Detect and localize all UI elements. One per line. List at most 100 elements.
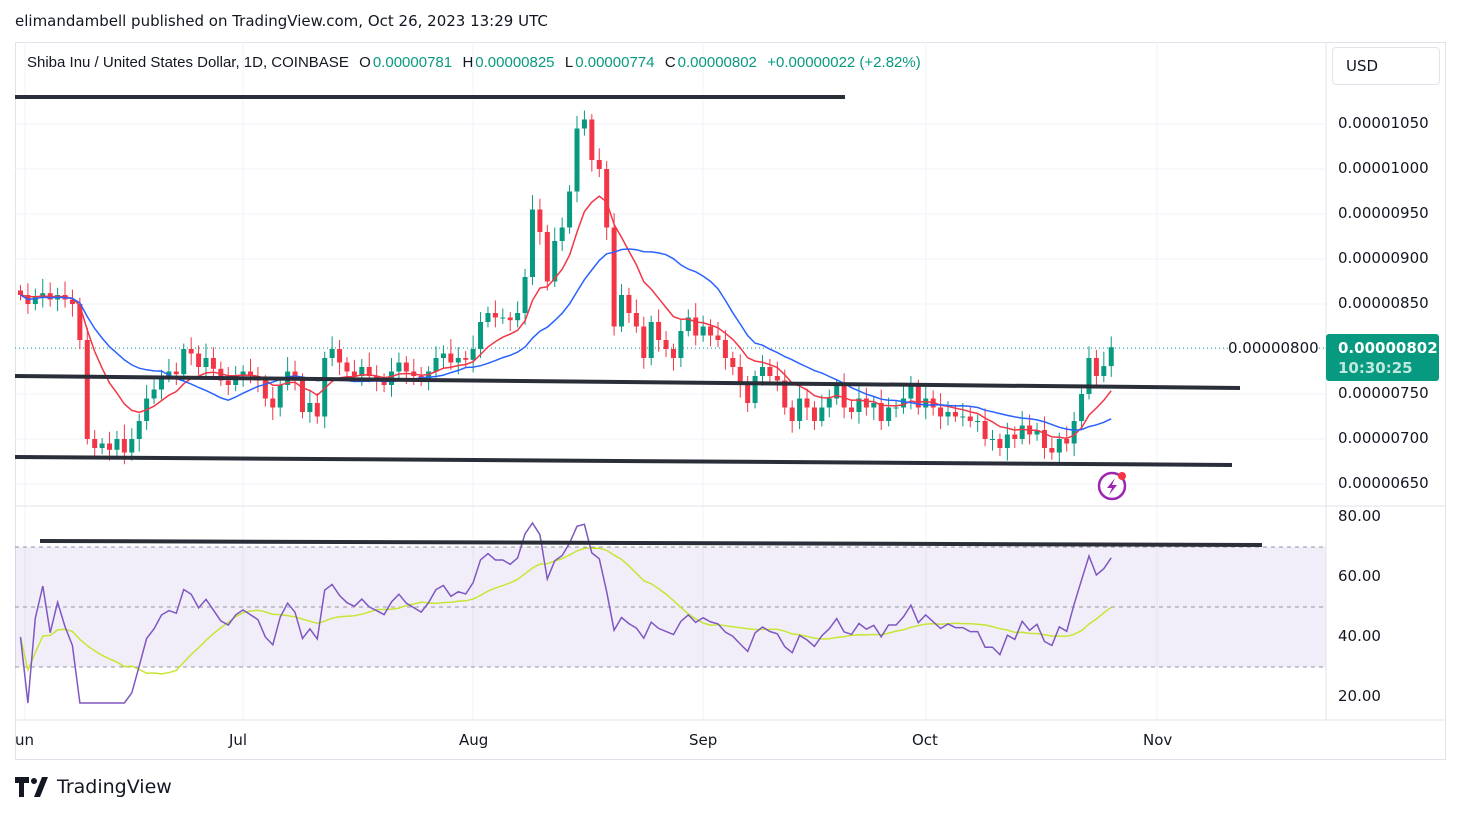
candle-body [248,371,254,376]
candle [188,337,194,366]
low-value: 0.00000774 [575,54,655,71]
symbol-title[interactable]: Shiba Inu / United States Dollar, 1D, CO… [27,54,349,71]
candle [626,287,632,323]
candle-body [218,368,224,381]
candle-body [196,353,202,367]
currency-button[interactable]: USD [1332,47,1440,85]
candle [314,393,320,424]
time-tick-label: Nov [1143,731,1173,749]
publisher-line: elimandambell published on TradingView.c… [15,12,548,30]
candle [144,385,150,430]
candle-body [121,439,127,453]
candle-body [233,376,239,385]
time-tick-label: Oct [912,731,938,749]
candle [47,282,53,307]
candle [685,309,691,337]
lightning-icon[interactable] [1097,471,1127,501]
candle [730,351,736,376]
candle [1079,388,1085,430]
candle-body [952,412,958,417]
high-value: 0.00000825 [475,54,555,71]
candle [515,301,521,328]
candle-body [849,407,855,412]
candle [797,385,803,430]
tradingview-logo[interactable]: TradingView [15,776,172,798]
candle [774,361,780,392]
candle-body [700,326,706,336]
candle-body [863,398,869,408]
candle-body [351,371,357,376]
price-tick-label: 0.00000850 [1338,294,1429,312]
candle-body [1056,439,1062,453]
candle [396,352,402,380]
candle-body [381,380,387,385]
candle-body [938,407,944,417]
candle [99,438,105,455]
candle-body [552,241,558,282]
candle [18,285,23,301]
candle [982,408,988,447]
candle [559,217,565,251]
candle-body [559,227,565,241]
candle [173,362,179,385]
time-tick-label: Jul [229,731,248,749]
candle-body [915,385,921,408]
candle-body [596,160,602,169]
candle-body [1071,421,1077,444]
candle-body [960,416,966,418]
low-label: L [564,54,574,71]
candle [529,195,535,286]
candle [418,367,424,386]
candle-body [181,349,187,375]
candle-body [403,362,409,372]
candle [270,386,276,421]
candle-body [908,385,914,399]
candle [1101,351,1107,383]
candle [737,354,743,398]
ohlc-legend: Shiba Inu / United States Dollar, 1D, CO… [27,54,923,71]
candle-body [1079,394,1085,421]
time-tick-label: un [15,731,35,749]
candle [878,389,884,430]
candle [485,306,491,328]
candle-body [841,385,847,408]
candle-body [760,367,765,376]
candle-body [1012,434,1018,439]
candle-body [173,371,179,375]
candle [804,388,810,421]
candle-body [492,313,498,318]
candle [537,198,543,245]
candle-body [619,295,625,327]
rsi-trendline[interactable] [39,539,1263,547]
candle [760,355,765,386]
ema-line [20,195,1112,440]
middle-trendline[interactable] [14,374,1241,390]
candle [507,312,513,331]
candle-body [114,439,120,450]
candle-body [158,376,164,390]
candle [1086,346,1092,400]
candle [782,369,788,415]
candle-body [77,304,83,340]
candle [893,401,899,418]
support-trendline[interactable] [14,455,1233,467]
candle [1049,438,1055,460]
candle [114,430,120,457]
time-tick-label: Sep [689,731,718,749]
candle-body [819,407,825,421]
candle-body [826,398,832,408]
price-tick-label: 0.00000700 [1338,429,1429,447]
candle-body [804,398,810,408]
candle-body [715,335,721,340]
candle-body [797,398,803,421]
candle-body [789,407,795,421]
candle [1093,349,1099,386]
candle-body [604,169,610,228]
candle-body [507,317,513,321]
candle-body [1034,430,1040,435]
rsi-band-lines [15,546,1326,668]
price-tick-label: 0.00000950 [1338,204,1429,222]
candle-body [32,296,38,304]
candle-body [1064,439,1070,444]
